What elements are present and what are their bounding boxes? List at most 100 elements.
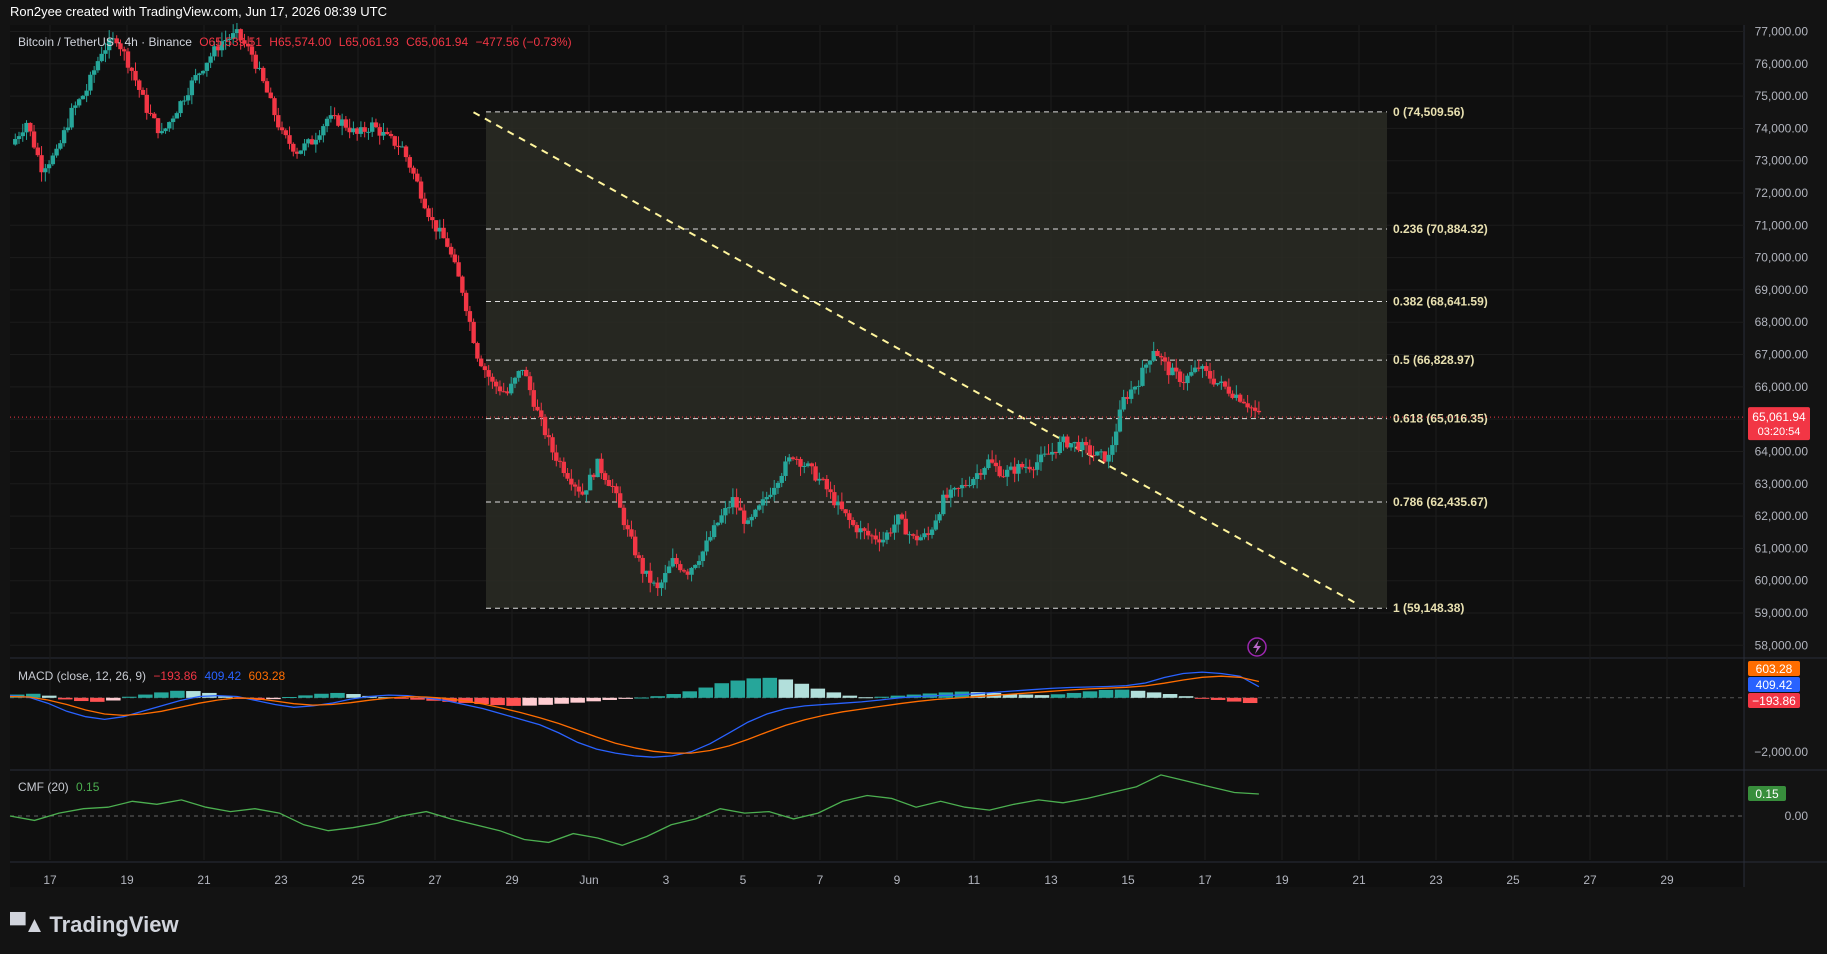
candle-body bbox=[362, 127, 367, 132]
x-tick-label: 17 bbox=[1198, 873, 1212, 887]
lightning-icon[interactable] bbox=[1247, 637, 1267, 657]
fib-level-label: 0.236 (70,884.32) bbox=[1393, 222, 1488, 236]
candle-body bbox=[43, 168, 48, 173]
candle-body bbox=[768, 494, 773, 498]
candle-body bbox=[1177, 371, 1183, 382]
cmf-legend[interactable]: CMF (20) 0.15 bbox=[18, 780, 103, 794]
macd-legend[interactable]: MACD (close, 12, 26, 9) −193.86 409.42 6… bbox=[18, 669, 289, 683]
candle-body bbox=[741, 510, 747, 524]
candle-body bbox=[982, 468, 987, 475]
candle-body bbox=[448, 246, 454, 255]
macd-histogram-bar bbox=[1082, 691, 1098, 698]
candle-body bbox=[1234, 394, 1239, 398]
candle-body bbox=[610, 485, 615, 487]
candle-body bbox=[467, 311, 473, 322]
macd-histogram-bar bbox=[506, 697, 521, 706]
candle-body bbox=[31, 131, 37, 148]
candle-body bbox=[1222, 381, 1228, 387]
candle-body bbox=[640, 557, 645, 574]
candle-body bbox=[512, 377, 518, 384]
candle-body bbox=[1031, 469, 1036, 471]
x-tick-label: 17 bbox=[43, 873, 57, 887]
candle-body bbox=[896, 514, 901, 525]
macd-histogram-bar bbox=[794, 683, 810, 698]
candle-body bbox=[832, 492, 837, 506]
candle-body bbox=[50, 155, 56, 165]
candle-body bbox=[1057, 441, 1062, 454]
x-tick-label: 7 bbox=[817, 873, 824, 887]
macd-histogram-bar bbox=[618, 697, 633, 699]
candle-body bbox=[835, 501, 841, 506]
candle-body bbox=[377, 127, 382, 136]
symbol-legend[interactable]: Bitcoin / TetherUS · 4h · Binance O65,53… bbox=[18, 35, 576, 49]
candle-body bbox=[1012, 466, 1017, 474]
x-tick-label: 15 bbox=[1121, 873, 1135, 887]
macd-histogram-bar bbox=[650, 696, 665, 698]
candle-body bbox=[745, 520, 751, 524]
candle-body bbox=[163, 128, 168, 132]
candle-body bbox=[509, 383, 514, 394]
candle-body bbox=[1155, 350, 1160, 357]
fib-level-label: 0.618 (65,016.35) bbox=[1393, 412, 1488, 426]
candle-body bbox=[493, 381, 499, 387]
candle-body bbox=[264, 81, 270, 93]
candle-body bbox=[336, 115, 341, 126]
macd-histogram-bar bbox=[90, 697, 105, 702]
macd-histogram-bar bbox=[154, 692, 169, 698]
candle-body bbox=[595, 458, 600, 478]
candle-body bbox=[952, 487, 957, 490]
candle-body bbox=[351, 128, 356, 133]
macd-histogram-bar bbox=[122, 696, 137, 698]
macd-label: MACD (close, 12, 26, 9) bbox=[18, 669, 147, 683]
macd-line-value: 409.42 bbox=[204, 669, 242, 683]
candle-body bbox=[302, 143, 307, 151]
candle-body bbox=[69, 107, 74, 128]
candle-body bbox=[1023, 466, 1029, 468]
candle-body bbox=[809, 463, 814, 467]
candle-body bbox=[1241, 401, 1247, 404]
macd-histogram-bar bbox=[1146, 692, 1162, 698]
x-tick-label: 27 bbox=[1583, 873, 1597, 887]
candle-body bbox=[790, 457, 796, 459]
candle-body bbox=[516, 371, 521, 378]
candle-body bbox=[584, 490, 589, 495]
macd-histogram-bar bbox=[218, 696, 233, 698]
tradingview-logo[interactable]: ▀▲ TradingView bbox=[10, 912, 179, 938]
candle-body bbox=[118, 43, 123, 50]
candle-body bbox=[76, 99, 82, 106]
candle-body bbox=[437, 227, 443, 232]
candle-body bbox=[369, 122, 375, 132]
candle-body bbox=[261, 67, 266, 82]
candle-body bbox=[929, 529, 935, 535]
candle-body bbox=[524, 369, 529, 377]
candle-body bbox=[373, 122, 379, 128]
candle-body bbox=[1151, 350, 1156, 361]
candle-body bbox=[633, 536, 638, 556]
candle-body bbox=[422, 198, 427, 209]
candle-body bbox=[358, 127, 364, 134]
candle-body bbox=[441, 227, 446, 239]
candle-body bbox=[539, 410, 544, 418]
candle-body bbox=[663, 573, 668, 583]
fib-level-label: 1 (59,148.38) bbox=[1393, 601, 1464, 615]
candle-body bbox=[997, 466, 1002, 477]
macd-histogram-bar bbox=[1130, 690, 1146, 698]
candle-body bbox=[291, 143, 296, 152]
x-tick-label: 29 bbox=[505, 873, 519, 887]
candle-body bbox=[535, 406, 540, 411]
candle-body bbox=[918, 537, 923, 541]
cmf-axis-label: 0.00 bbox=[1785, 809, 1809, 823]
macd-histogram-bar bbox=[266, 697, 281, 700]
candle-body bbox=[174, 113, 180, 119]
macd-histogram-bar bbox=[890, 695, 906, 698]
candle-body bbox=[294, 151, 300, 154]
candle-body bbox=[1061, 436, 1066, 442]
macd-histogram-bar bbox=[586, 697, 601, 702]
candle-body bbox=[1245, 403, 1250, 408]
macd-histogram-bar bbox=[810, 688, 826, 698]
candle-body bbox=[1136, 385, 1141, 387]
candle-body bbox=[170, 118, 176, 123]
y-tick-label: 73,000.00 bbox=[1755, 154, 1809, 168]
candle-body bbox=[204, 62, 210, 71]
